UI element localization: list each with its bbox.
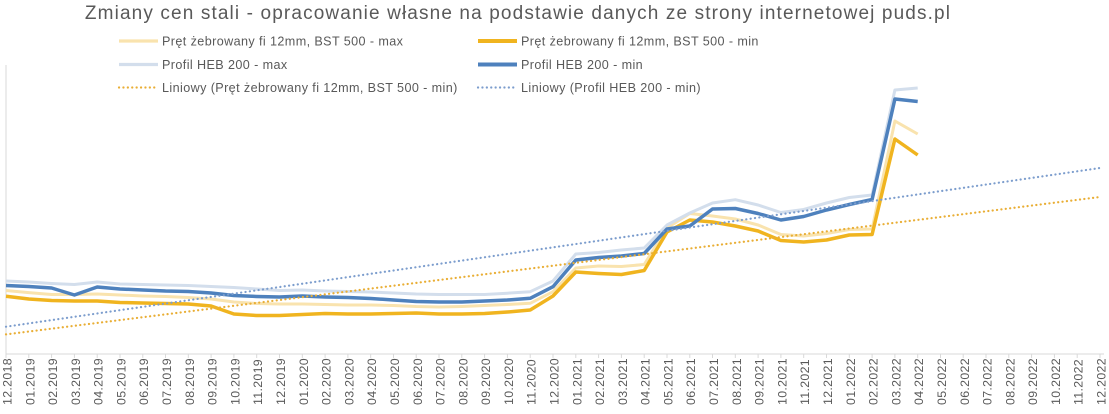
svg-text:07.2019: 07.2019 [160, 358, 174, 405]
svg-text:08.2021: 08.2021 [730, 358, 744, 405]
svg-text:12.2019: 12.2019 [274, 358, 288, 405]
svg-text:09.2019: 09.2019 [206, 358, 220, 405]
svg-text:09.2021: 09.2021 [753, 358, 767, 405]
svg-text:11.2019: 11.2019 [251, 359, 265, 405]
svg-text:11.2022: 11.2022 [1072, 359, 1086, 405]
svg-text:05.2021: 05.2021 [662, 358, 676, 405]
svg-text:01.2022: 01.2022 [844, 358, 858, 405]
svg-text:10.2020: 10.2020 [502, 358, 516, 405]
svg-text:10.2022: 10.2022 [1049, 358, 1063, 405]
svg-text:10.2019: 10.2019 [228, 358, 242, 405]
svg-text:05.2022: 05.2022 [935, 358, 949, 405]
svg-text:12.2020: 12.2020 [548, 358, 562, 405]
svg-text:Pręt żebrowany fi 12mm, BST 50: Pręt żebrowany fi 12mm, BST 500 - max [162, 35, 404, 49]
svg-text:10.2021: 10.2021 [775, 358, 789, 405]
svg-text:Profil HEB 200 - min: Profil HEB 200 - min [521, 58, 643, 72]
svg-text:06.2022: 06.2022 [958, 358, 972, 405]
svg-text:Zmiany cen stali - opracowanie: Zmiany cen stali - opracowanie własne na… [85, 3, 951, 24]
svg-text:01.2021: 01.2021 [570, 358, 584, 405]
svg-text:Liniowy (Pręt żebrowany fi 12m: Liniowy (Pręt żebrowany fi 12mm, BST 500… [162, 81, 458, 95]
svg-text:04.2021: 04.2021 [639, 358, 653, 405]
svg-text:Profil HEB 200 - max: Profil HEB 200 - max [162, 58, 288, 72]
svg-text:01.2020: 01.2020 [297, 358, 311, 405]
svg-text:08.2022: 08.2022 [1003, 358, 1017, 405]
svg-text:05.2020: 05.2020 [388, 358, 402, 405]
svg-text:12.2018: 12.2018 [1, 358, 15, 405]
svg-text:03.2020: 03.2020 [342, 358, 356, 405]
svg-text:11.2020: 11.2020 [525, 359, 539, 405]
svg-text:06.2019: 06.2019 [137, 358, 151, 405]
svg-text:06.2021: 06.2021 [684, 358, 698, 405]
svg-text:08.2020: 08.2020 [456, 358, 470, 405]
svg-text:12.2022: 12.2022 [1095, 358, 1109, 405]
svg-text:08.2019: 08.2019 [183, 358, 197, 405]
svg-text:02.2020: 02.2020 [320, 358, 334, 405]
svg-text:09.2020: 09.2020 [479, 358, 493, 405]
svg-text:12.2021: 12.2021 [821, 358, 835, 405]
svg-text:Pręt żebrowany fi 12mm, BST 50: Pręt żebrowany fi 12mm, BST 500 - min [521, 35, 759, 49]
svg-text:03.2022: 03.2022 [889, 358, 903, 405]
svg-text:07.2022: 07.2022 [981, 358, 995, 405]
svg-text:01.2019: 01.2019 [23, 358, 37, 405]
svg-text:02.2021: 02.2021 [593, 358, 607, 405]
svg-text:02.2022: 02.2022 [867, 358, 881, 405]
svg-text:04.2022: 04.2022 [912, 358, 926, 405]
svg-text:03.2021: 03.2021 [616, 358, 630, 405]
svg-text:04.2020: 04.2020 [365, 358, 379, 405]
svg-text:02.2019: 02.2019 [46, 358, 60, 405]
svg-text:07.2020: 07.2020 [434, 358, 448, 405]
svg-text:04.2019: 04.2019 [92, 358, 106, 405]
svg-text:11.2021: 11.2021 [798, 359, 812, 405]
svg-text:Liniowy (Profil HEB 200 - min): Liniowy (Profil HEB 200 - min) [521, 81, 701, 95]
svg-text:03.2019: 03.2019 [69, 358, 83, 405]
svg-text:09.2022: 09.2022 [1026, 358, 1040, 405]
svg-text:07.2021: 07.2021 [707, 358, 721, 405]
svg-text:05.2019: 05.2019 [115, 358, 129, 405]
svg-text:06.2020: 06.2020 [411, 358, 425, 405]
